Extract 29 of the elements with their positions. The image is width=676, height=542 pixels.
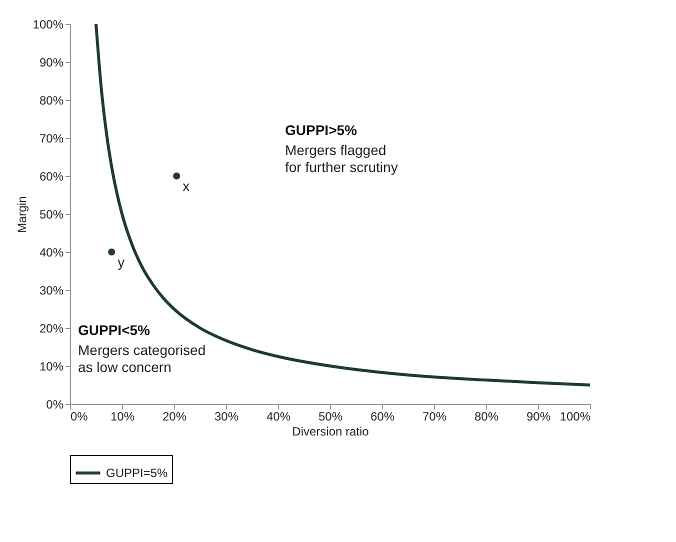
y-tick-label: 80%: [39, 94, 64, 108]
y-tick-label: 0%: [46, 398, 64, 412]
y-tick-label: 70%: [39, 132, 64, 146]
x-tick-label: 40%: [266, 410, 291, 424]
y-axis-title: Margin: [14, 196, 29, 233]
y-tick-label: 20%: [39, 322, 64, 336]
x-tick-label: 50%: [318, 410, 343, 424]
x-tick-label: 90%: [526, 410, 551, 424]
y-tick-label: 100%: [32, 18, 64, 32]
x-tick-label: 30%: [214, 410, 239, 424]
x-tick-label: 60%: [370, 410, 395, 424]
x-tick-label: 80%: [474, 410, 499, 424]
annotation: GUPPI<5% Mergers categorised as low concern: [78, 322, 206, 375]
annotation: GUPPI>5% Mergers flagged for further scrutiny: [285, 122, 398, 175]
y-tick-label: 50%: [39, 208, 64, 222]
x-tick-label: 100%: [560, 410, 591, 424]
y-tick-label: 90%: [39, 56, 64, 70]
x-tick-label: 0%: [70, 410, 88, 424]
y-tick-label: 10%: [39, 360, 64, 374]
annotation: y: [118, 254, 125, 270]
x-axis-title: Diversion ratio: [292, 424, 370, 438]
y-tick-label: 30%: [39, 284, 64, 298]
x-tick-label: 10%: [110, 410, 135, 424]
y-tick-label: 40%: [39, 246, 64, 260]
legend-label: GUPPI=5%: [106, 466, 168, 480]
x-tick-label: 20%: [162, 410, 187, 424]
y-tick-label: 60%: [39, 170, 64, 184]
annotation: x: [182, 178, 190, 194]
x-tick-label: 70%: [422, 410, 447, 424]
